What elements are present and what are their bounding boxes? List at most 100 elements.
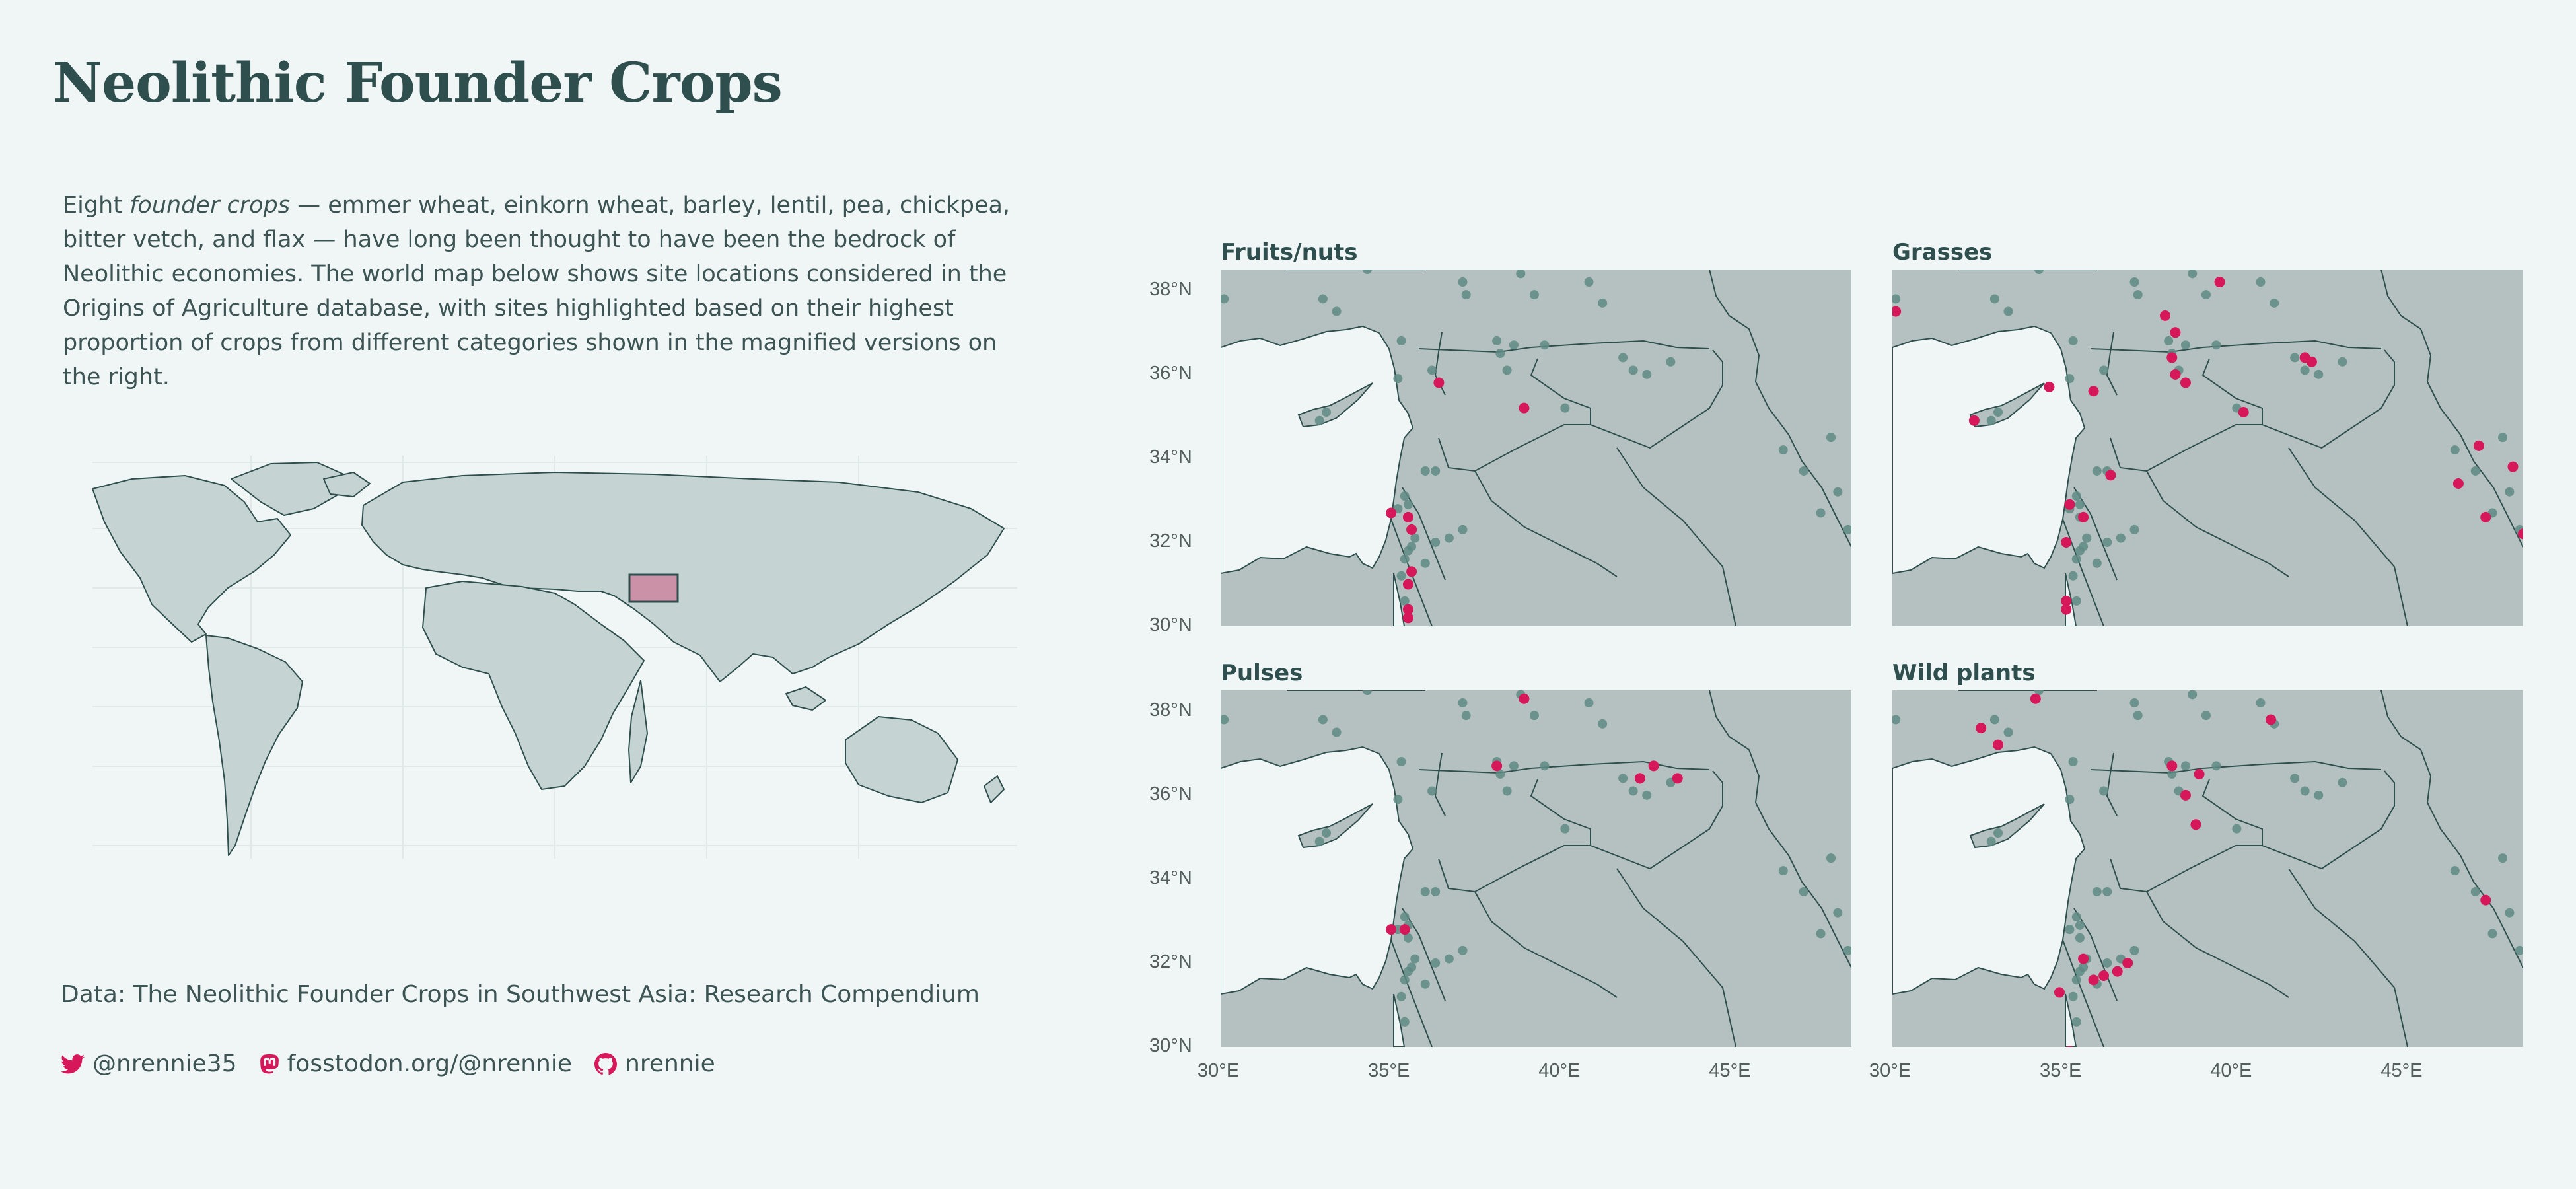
site-point [2075, 499, 2085, 509]
sea [2065, 993, 2077, 1047]
border [2062, 519, 2104, 626]
site-point [1816, 929, 1826, 939]
site-point [1778, 866, 1788, 876]
map-panel [1892, 270, 2523, 626]
sea [1221, 746, 1414, 995]
x-tick-label: 45°E [1709, 1060, 1751, 1081]
highlight-point [2480, 511, 2491, 522]
island [1969, 382, 2045, 428]
site-point [1492, 336, 1502, 345]
highlight-point [2122, 957, 2133, 968]
github-handle: nrennie [625, 1050, 715, 1077]
highlight-point [2214, 277, 2225, 288]
site-point [2129, 698, 2139, 708]
border [2201, 349, 2395, 449]
site-point [1393, 374, 1403, 384]
highlight-point [2194, 769, 2205, 780]
border [1530, 770, 1723, 870]
y-tick-label: 30°N [1149, 614, 1192, 635]
sea [1892, 325, 2086, 575]
intro-emphasis: founder crops [129, 192, 290, 219]
border [2288, 447, 2408, 626]
intro-part1: Eight [63, 192, 130, 219]
page-title: Neolithic Founder Crops [53, 52, 783, 115]
site-point [1427, 786, 1437, 796]
site-point [2470, 466, 2480, 476]
map-panel [1892, 690, 2523, 1047]
site-point [1431, 537, 1441, 547]
mastodon-handle: fosstodon.org/@nrennie [287, 1050, 572, 1077]
site-point [1502, 365, 1512, 375]
site-point [2505, 908, 2515, 918]
site-point [2068, 991, 2078, 1001]
x-tick-label: 45°E [2380, 1060, 2423, 1081]
highlight-point [2238, 407, 2249, 417]
y-tick-label: 30°N [1149, 1035, 1192, 1056]
highlight-point [2061, 604, 2072, 615]
sea [1393, 573, 1406, 626]
site-point [2290, 353, 2300, 363]
site-point [1396, 757, 1406, 766]
border [2110, 424, 2262, 472]
social-links: @nrennie35 fosstodon.org/@nrennie nrenni… [61, 1050, 738, 1077]
site-point [2211, 761, 2221, 771]
highlight-point [2507, 461, 2519, 472]
site-point [1420, 558, 1430, 568]
site-point [1318, 294, 1328, 304]
site-point [2167, 770, 2177, 779]
highlight-point [1386, 924, 1397, 935]
border [2201, 770, 2395, 870]
github-link[interactable]: nrennie [594, 1050, 715, 1077]
site-point [2470, 886, 2480, 896]
site-point [1502, 786, 1512, 796]
site-point [2068, 336, 2078, 345]
highlight-point [1993, 739, 2004, 750]
site-point [1407, 542, 1417, 552]
border [1474, 891, 1618, 998]
site-point [1509, 761, 1519, 771]
mastodon-link[interactable]: fosstodon.org/@nrennie [260, 1050, 572, 1077]
highlight-point [1648, 760, 1659, 772]
site-point [2068, 757, 2078, 766]
border [1438, 424, 1591, 472]
site-point [2071, 1017, 2081, 1027]
highlight-point [2190, 819, 2201, 830]
site-point [2099, 365, 2109, 375]
site-point [1318, 715, 1328, 725]
y-tick-label: 32°N [1149, 951, 1192, 972]
highlight-point [2044, 381, 2055, 392]
site-point [2498, 853, 2508, 863]
site-point [2092, 558, 2102, 568]
site-point [1393, 795, 1403, 805]
site-point [1400, 554, 1410, 564]
panel-title: Pulses [1221, 660, 1303, 686]
site-point [1400, 1017, 1410, 1027]
site-point [1400, 596, 1410, 606]
highlight-point [2030, 693, 2041, 704]
site-point [2034, 270, 2044, 274]
map-panel [1221, 270, 1851, 626]
x-tick-label: 40°E [1538, 1060, 1581, 1081]
highlight-point [2105, 470, 2116, 481]
border [1390, 939, 1433, 1047]
site-point [2256, 698, 2266, 708]
site-point [1826, 853, 1836, 863]
site-point [1509, 340, 1519, 350]
highlight-point [2180, 789, 2191, 801]
site-point [1529, 290, 1539, 300]
site-point [2338, 777, 2347, 787]
site-point [1221, 715, 1229, 725]
border [1616, 447, 1736, 626]
site-point [1833, 908, 1843, 918]
site-point [2099, 786, 2109, 796]
highlight-point [1976, 723, 1987, 734]
site-point [1628, 365, 1638, 375]
highlight-point [2066, 1046, 2073, 1047]
site-point [2092, 466, 2102, 476]
border [1530, 349, 1723, 449]
twitter-link[interactable]: @nrennie35 [61, 1050, 237, 1077]
site-point [1431, 466, 1441, 476]
site-point [2270, 298, 2279, 308]
site-point [1666, 357, 1676, 367]
site-point [2116, 533, 2126, 543]
